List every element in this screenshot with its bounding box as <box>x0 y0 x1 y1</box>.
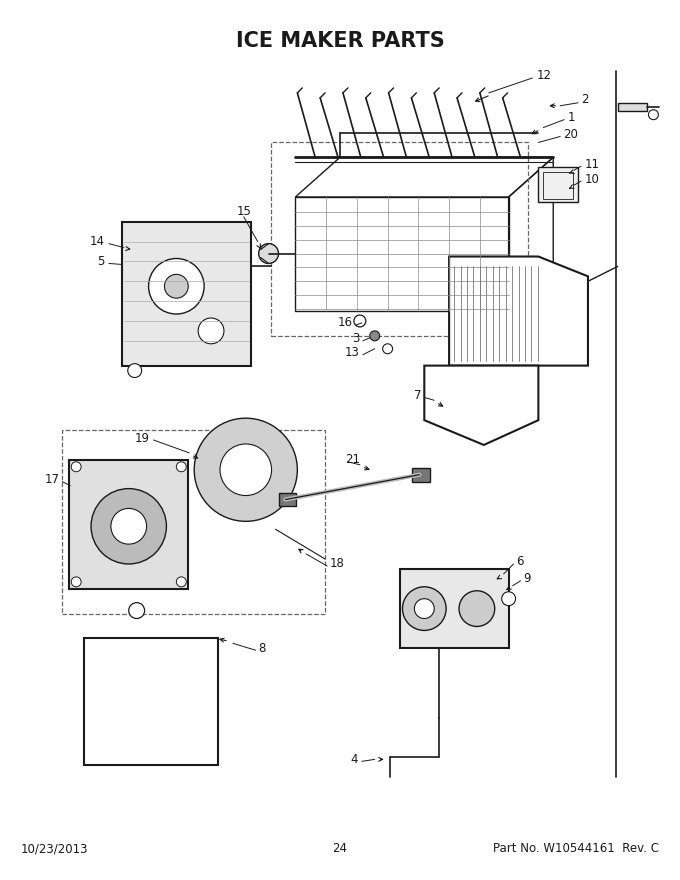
Bar <box>400 569 509 649</box>
Bar <box>84 638 218 766</box>
Text: 6: 6 <box>517 555 524 568</box>
Circle shape <box>194 418 297 521</box>
Text: 15: 15 <box>237 205 251 218</box>
Circle shape <box>176 462 186 472</box>
Circle shape <box>71 462 81 472</box>
Bar <box>412 468 430 481</box>
Text: 10/23/2013: 10/23/2013 <box>20 842 88 855</box>
Text: 13: 13 <box>345 346 360 359</box>
Text: ICE MAKER PARTS: ICE MAKER PARTS <box>236 32 444 51</box>
Text: 12: 12 <box>537 69 551 82</box>
Circle shape <box>220 444 271 495</box>
Polygon shape <box>617 103 647 111</box>
Circle shape <box>383 344 392 354</box>
Circle shape <box>198 318 224 344</box>
Circle shape <box>649 110 658 120</box>
Polygon shape <box>424 365 539 445</box>
Bar <box>122 222 251 365</box>
Circle shape <box>403 587 446 630</box>
Circle shape <box>459 590 495 627</box>
Text: 8: 8 <box>258 642 266 655</box>
Text: 14: 14 <box>90 235 105 248</box>
Bar <box>63 430 325 613</box>
Text: 1: 1 <box>568 111 576 124</box>
Circle shape <box>111 509 147 544</box>
Circle shape <box>414 598 435 619</box>
Text: 17: 17 <box>44 473 59 486</box>
Circle shape <box>71 577 81 587</box>
Polygon shape <box>539 167 578 202</box>
Circle shape <box>502 591 515 605</box>
Text: 4: 4 <box>350 753 358 766</box>
Circle shape <box>148 259 204 314</box>
Text: 21: 21 <box>345 453 360 466</box>
Text: Part No. W10544161  Rev. C: Part No. W10544161 Rev. C <box>494 842 660 855</box>
Text: 18: 18 <box>330 557 345 570</box>
Circle shape <box>128 363 141 378</box>
Text: 7: 7 <box>414 389 422 402</box>
Text: 10: 10 <box>585 172 600 186</box>
Text: 5: 5 <box>97 255 105 268</box>
Bar <box>69 460 188 589</box>
Text: 20: 20 <box>563 128 578 141</box>
Polygon shape <box>449 256 588 365</box>
Text: 24: 24 <box>333 842 347 855</box>
Bar <box>279 493 296 507</box>
Circle shape <box>91 488 167 564</box>
Text: 19: 19 <box>135 431 150 444</box>
Circle shape <box>176 577 186 587</box>
Circle shape <box>165 275 188 298</box>
Circle shape <box>258 244 279 263</box>
Text: 9: 9 <box>524 572 531 585</box>
Circle shape <box>354 315 366 327</box>
Bar <box>271 143 528 336</box>
Circle shape <box>129 603 145 619</box>
Text: 3: 3 <box>352 333 360 345</box>
Circle shape <box>370 331 379 341</box>
Text: 16: 16 <box>338 317 353 329</box>
Text: 11: 11 <box>585 158 600 171</box>
Text: 2: 2 <box>581 93 588 106</box>
